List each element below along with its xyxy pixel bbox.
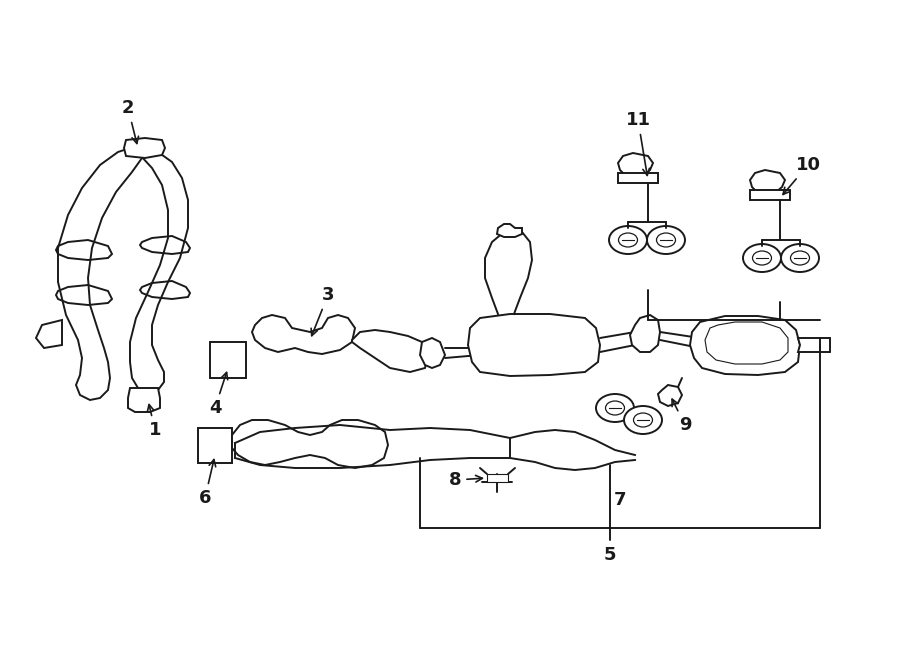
Polygon shape (750, 190, 790, 200)
Text: 3: 3 (311, 286, 334, 336)
Polygon shape (124, 138, 165, 158)
Text: 1: 1 (148, 405, 161, 439)
Polygon shape (36, 320, 62, 348)
Ellipse shape (647, 226, 685, 254)
Circle shape (201, 430, 205, 436)
Circle shape (238, 344, 244, 350)
Polygon shape (630, 315, 660, 352)
Text: 7: 7 (614, 491, 626, 509)
Text: 2: 2 (122, 99, 139, 143)
Polygon shape (798, 338, 820, 352)
Circle shape (224, 430, 230, 436)
Text: 6: 6 (199, 459, 216, 507)
Polygon shape (497, 224, 522, 237)
Ellipse shape (609, 226, 647, 254)
Circle shape (201, 432, 229, 460)
Text: 9: 9 (672, 399, 691, 434)
Circle shape (212, 344, 218, 350)
Ellipse shape (624, 406, 662, 434)
Text: 11: 11 (626, 111, 651, 175)
Polygon shape (618, 173, 658, 183)
Circle shape (224, 455, 230, 461)
Circle shape (201, 455, 205, 461)
Polygon shape (658, 385, 682, 406)
Text: 8: 8 (449, 471, 482, 489)
Polygon shape (130, 148, 188, 393)
Polygon shape (420, 338, 445, 368)
Polygon shape (232, 420, 388, 468)
Text: 5: 5 (604, 546, 617, 564)
Text: 4: 4 (209, 372, 228, 417)
Polygon shape (750, 170, 785, 195)
Polygon shape (690, 316, 800, 375)
Circle shape (214, 346, 242, 374)
Ellipse shape (596, 394, 634, 422)
Circle shape (212, 371, 218, 375)
Ellipse shape (743, 244, 781, 272)
Polygon shape (128, 388, 160, 412)
Polygon shape (618, 153, 653, 178)
Polygon shape (198, 428, 232, 463)
Polygon shape (487, 474, 508, 482)
Polygon shape (210, 342, 246, 378)
Polygon shape (468, 314, 600, 376)
Text: 10: 10 (783, 156, 821, 194)
Polygon shape (58, 148, 145, 400)
Circle shape (238, 371, 244, 375)
Polygon shape (252, 315, 355, 354)
Polygon shape (352, 330, 428, 372)
Ellipse shape (781, 244, 819, 272)
